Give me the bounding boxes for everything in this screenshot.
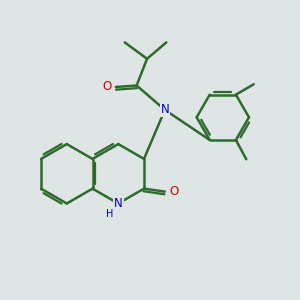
Text: H: H <box>106 209 114 219</box>
Text: O: O <box>169 185 178 198</box>
Text: N: N <box>114 197 123 210</box>
Text: O: O <box>102 80 112 94</box>
Text: N: N <box>160 103 169 116</box>
